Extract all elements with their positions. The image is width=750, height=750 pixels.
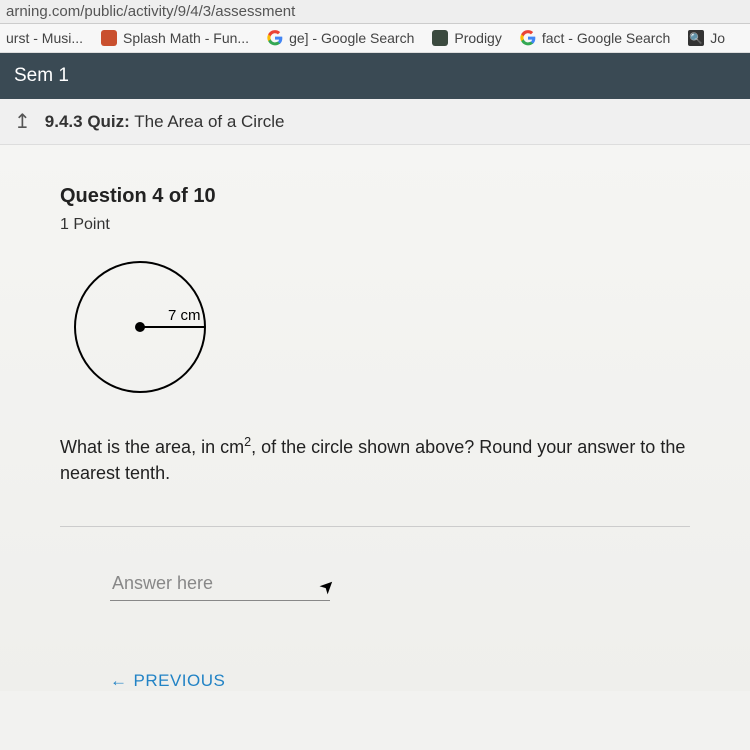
previous-label: PREVIOUS <box>134 671 226 691</box>
question-content: Question 4 of 10 1 Point 7 cm What is th… <box>0 145 750 691</box>
circle-diagram: 7 cm <box>60 252 690 407</box>
question-text: What is the area, in cm2, of the circle … <box>60 433 690 486</box>
bookmark-item[interactable]: 🔍 Jo <box>688 30 725 46</box>
bookmark-item[interactable]: urst - Musi... <box>6 30 83 46</box>
bookmark-item[interactable]: ge] - Google Search <box>267 30 414 46</box>
bookmark-label: urst - Musi... <box>6 30 83 46</box>
radius-label: 7 cm <box>168 307 201 324</box>
bookmark-item[interactable]: fact - Google Search <box>520 30 670 46</box>
bookmark-label: Prodigy <box>454 30 501 46</box>
quiz-code: 9.4.3 <box>45 112 83 131</box>
bookmark-item[interactable]: Splash Math - Fun... <box>101 30 249 46</box>
bookmarks-bar: urst - Musi... Splash Math - Fun... ge] … <box>0 24 750 53</box>
arrow-left-icon: ← <box>110 671 128 691</box>
quiz-title: The Area of a Circle <box>134 112 284 131</box>
bookmark-label: Splash Math - Fun... <box>123 30 249 46</box>
question-title: Question 4 of 10 <box>60 185 690 208</box>
bookmark-item[interactable]: Prodigy <box>432 30 501 46</box>
splash-icon <box>101 30 117 46</box>
search-icon: 🔍 <box>688 30 704 46</box>
course-header: Sem 1 <box>0 53 750 99</box>
quiz-header: ↥ 9.4.3 Quiz: The Area of a Circle <box>0 99 750 145</box>
answer-input[interactable] <box>110 567 330 601</box>
divider <box>60 526 690 527</box>
question-points: 1 Point <box>60 216 690 234</box>
google-icon <box>267 30 283 46</box>
quiz-label: Quiz: <box>87 112 130 131</box>
url-bar: arning.com/public/activity/9/4/3/assessm… <box>0 0 750 24</box>
bookmark-label: Jo <box>710 30 725 46</box>
previous-button[interactable]: ← PREVIOUS <box>110 671 225 691</box>
prodigy-icon <box>432 30 448 46</box>
google-icon <box>520 30 536 46</box>
bookmark-label: fact - Google Search <box>542 30 670 46</box>
back-arrow-icon[interactable]: ↥ <box>14 109 31 134</box>
bookmark-label: ge] - Google Search <box>289 30 414 46</box>
